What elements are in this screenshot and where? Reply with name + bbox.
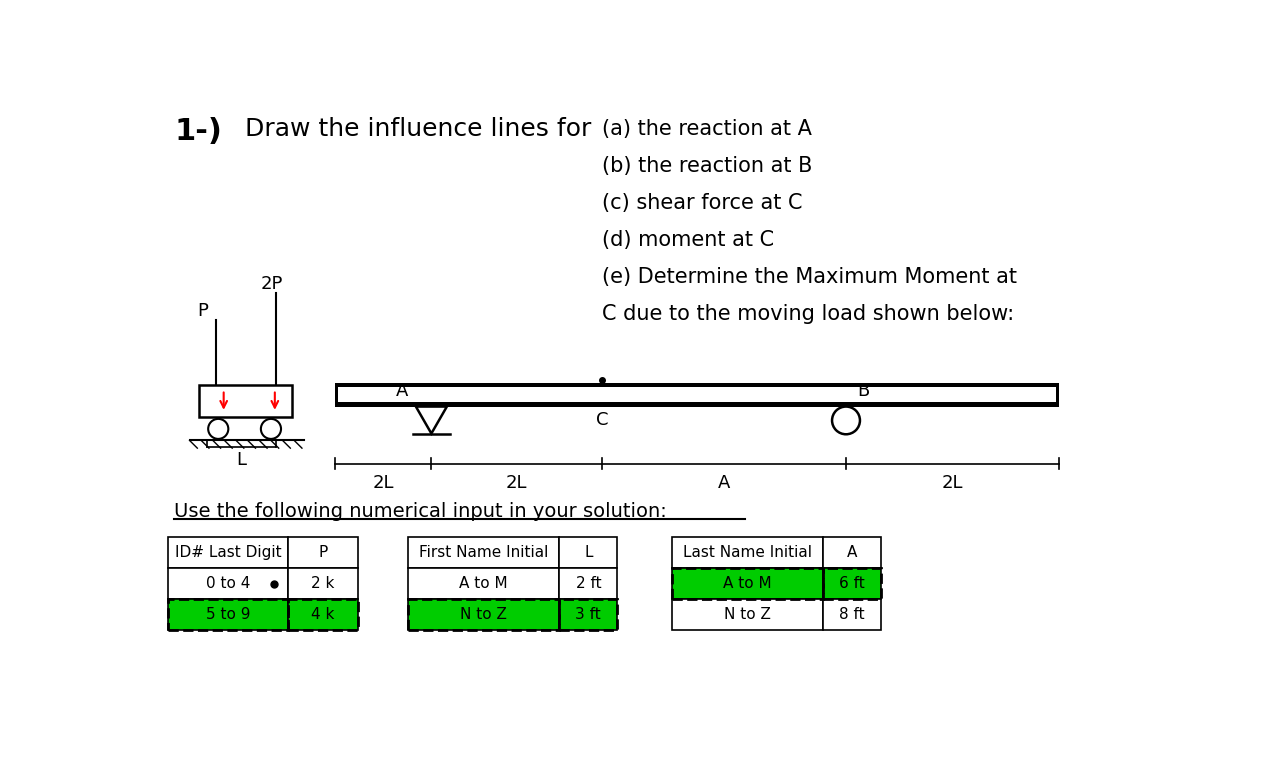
Circle shape [833,407,860,434]
Text: P: P [197,302,209,320]
Text: L: L [237,451,246,469]
Text: Use the following numerical input in your solution:: Use the following numerical input in you… [174,502,667,521]
Text: 8 ft: 8 ft [839,607,865,622]
Text: 2L: 2L [942,474,963,491]
Text: 2L: 2L [373,474,393,491]
Bar [409,537,560,568]
Bar [288,568,357,599]
Bar [338,387,1056,402]
Text: 5 to 9: 5 to 9 [206,607,250,622]
Text: 3 ft: 3 ft [575,607,601,622]
Text: N to Z: N to Z [460,607,507,622]
Text: P: P [318,545,328,561]
Text: 2 k: 2 k [311,576,334,591]
Text: 2P: 2P [261,275,283,293]
Bar [168,568,288,599]
Text: Draw the influence lines for: Draw the influence lines for [246,117,592,141]
Text: (b) the reaction at B: (b) the reaction at B [602,156,812,176]
Bar [560,599,617,630]
Text: (e) Determine the Maximum Moment at: (e) Determine the Maximum Moment at [602,267,1017,287]
Bar [288,599,357,630]
Text: N to Z: N to Z [724,607,771,622]
Text: Last Name Initial: Last Name Initial [683,545,812,561]
Bar [822,568,881,599]
Bar [168,599,288,630]
Text: (a) the reaction at A: (a) the reaction at A [602,119,812,139]
Bar [409,599,560,630]
Bar [822,568,881,599]
Text: (c) shear force at C: (c) shear force at C [602,193,802,213]
Bar [168,599,288,630]
Text: 6 ft: 6 ft [839,576,865,591]
Bar [822,599,881,630]
Text: 2L: 2L [506,474,528,491]
Bar [560,599,617,630]
Text: 1-): 1-) [174,117,222,146]
Bar [409,599,560,630]
Bar [671,568,822,599]
Bar [671,568,822,599]
Text: ID# Last Digit: ID# Last Digit [174,545,282,561]
Text: 2 ft: 2 ft [575,576,601,591]
Text: First Name Initial: First Name Initial [419,545,548,561]
Text: A to M: A to M [722,576,771,591]
Bar [822,537,881,568]
Text: A: A [396,383,409,400]
Bar [671,537,822,568]
Circle shape [209,419,228,439]
Bar [334,383,1059,407]
Text: A: A [717,474,730,491]
Bar [560,568,617,599]
Bar [288,599,357,630]
Text: 0 to 4: 0 to 4 [206,576,250,591]
Bar [409,568,560,599]
Bar [199,385,292,417]
Text: A to M: A to M [460,576,509,591]
Text: C due to the moving load shown below:: C due to the moving load shown below: [602,304,1015,324]
Text: B: B [857,383,870,400]
Text: (d) moment at C: (d) moment at C [602,230,774,250]
Text: L: L [584,545,593,561]
Text: C: C [596,411,608,429]
Text: 4 k: 4 k [311,607,334,622]
Bar [560,537,617,568]
Circle shape [261,419,281,439]
Text: A: A [847,545,857,561]
Bar [288,537,357,568]
Bar [168,537,288,568]
Polygon shape [416,407,447,434]
Bar [671,599,822,630]
